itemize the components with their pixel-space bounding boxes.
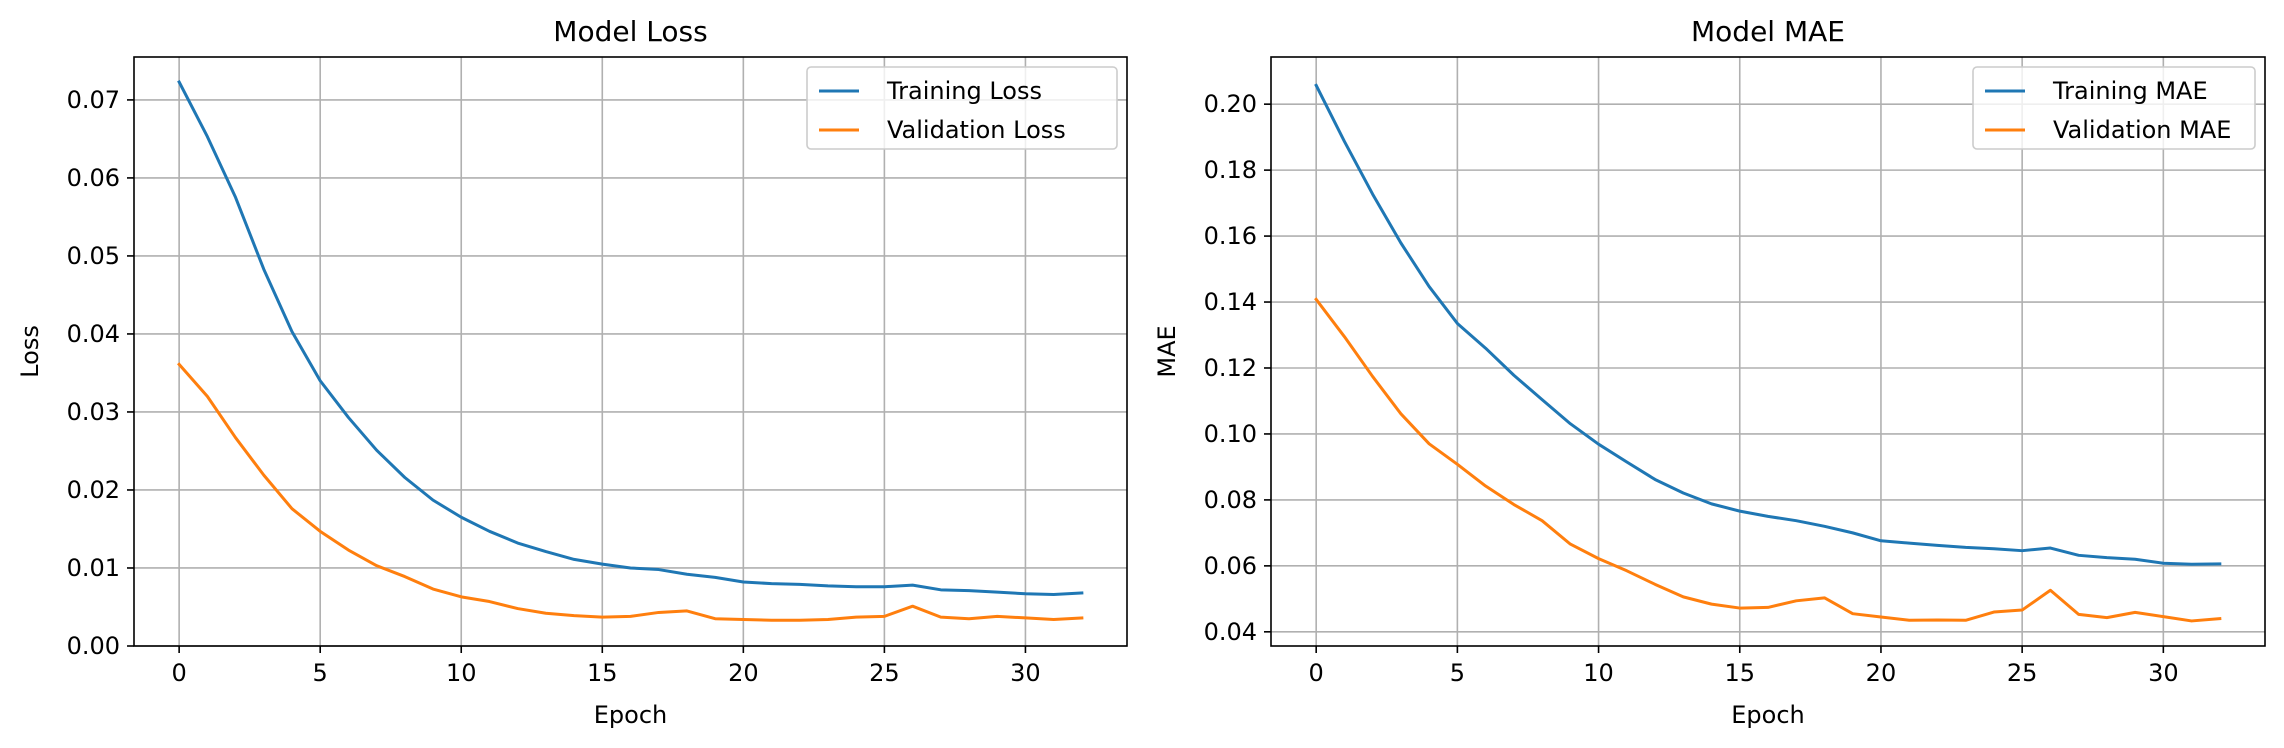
mae-legend-label-1: Validation MAE bbox=[2053, 116, 2231, 144]
loss-x-tick-label-0: 0 bbox=[171, 659, 186, 687]
loss-legend-box bbox=[806, 66, 1118, 150]
mae-y-tick-label-5: 0.14 bbox=[1204, 288, 1257, 316]
mae-legend-box bbox=[1972, 66, 2256, 150]
mae-x-tick-label-2: 10 bbox=[1583, 659, 1614, 687]
loss-y-axis-label: Loss bbox=[16, 325, 44, 378]
loss-axes-frame bbox=[133, 56, 1128, 647]
mae-legend-label-0: Training MAE bbox=[2052, 77, 2208, 105]
mae-y-tick-label-7: 0.18 bbox=[1204, 156, 1257, 184]
mae-series-line-1 bbox=[1314, 297, 2222, 623]
loss-chart-panel: 0 5 10 15 20 25 30 0.00 0.01 0.02 0.03 0.04 0.05 0.06… bbox=[16, 15, 1128, 729]
mae-x-tick-label-1: 5 bbox=[1450, 659, 1465, 687]
loss-legend-label-1: Validation Loss bbox=[887, 116, 1066, 144]
mae-y-tick-label-4: 0.12 bbox=[1204, 354, 1257, 382]
loss-x-tick-label-4: 20 bbox=[728, 659, 759, 687]
loss-y-tick-label-7: 0.07 bbox=[67, 86, 120, 114]
loss-y-tick-label-2: 0.02 bbox=[67, 476, 120, 504]
loss-y-tick-label-1: 0.01 bbox=[67, 554, 120, 582]
loss-legend-label-0: Training Loss bbox=[886, 77, 1042, 105]
mae-y-tick-label-2: 0.08 bbox=[1204, 486, 1257, 514]
loss-series-line-0 bbox=[177, 79, 1084, 597]
loss-y-tick-label-5: 0.05 bbox=[67, 242, 120, 270]
mae-x-tick-label-4: 20 bbox=[1866, 659, 1897, 687]
mae-x-tick-label-6: 30 bbox=[2148, 659, 2179, 687]
mae-y-tick-label-0: 0.04 bbox=[1204, 618, 1257, 646]
loss-y-tick-label-6: 0.06 bbox=[67, 164, 120, 192]
mae-x-tick-label-3: 15 bbox=[1724, 659, 1755, 687]
mae-chart-panel: 0 5 10 15 20 25 30 0.04 0.06 0.08 0.10 0.12 0.14 0.16… bbox=[1153, 15, 2266, 729]
loss-y-tick-label-4: 0.04 bbox=[67, 320, 120, 348]
loss-y-tick-label-3: 0.03 bbox=[67, 398, 120, 426]
loss-x-tick-label-6: 30 bbox=[1010, 659, 1041, 687]
mae-series-line-0 bbox=[1314, 83, 2222, 566]
loss-x-tick-label-1: 5 bbox=[313, 659, 328, 687]
mae-chart-title: Model MAE bbox=[1691, 15, 1845, 48]
mae-y-tick-label-8: 0.20 bbox=[1204, 90, 1257, 118]
mae-y-tick-label-3: 0.10 bbox=[1204, 420, 1257, 448]
mae-x-tick-label-0: 0 bbox=[1309, 659, 1324, 687]
loss-series-line-1 bbox=[177, 362, 1084, 622]
loss-x-tick-label-5: 25 bbox=[869, 659, 900, 687]
loss-x-axis-label: Epoch bbox=[594, 701, 668, 729]
mae-y-tick-label-6: 0.16 bbox=[1204, 222, 1257, 250]
mae-x-tick-label-5: 25 bbox=[2007, 659, 2038, 687]
loss-y-tick-label-0: 0.00 bbox=[67, 632, 120, 660]
loss-chart-title: Model Loss bbox=[553, 15, 707, 48]
mae-y-tick-label-1: 0.06 bbox=[1204, 552, 1257, 580]
mae-x-axis-label: Epoch bbox=[1731, 701, 1805, 729]
mae-y-axis-label: MAE bbox=[1153, 325, 1181, 377]
loss-x-tick-label-3: 15 bbox=[587, 659, 618, 687]
mae-axes-frame bbox=[1270, 56, 2266, 647]
loss-x-tick-label-2: 10 bbox=[446, 659, 477, 687]
